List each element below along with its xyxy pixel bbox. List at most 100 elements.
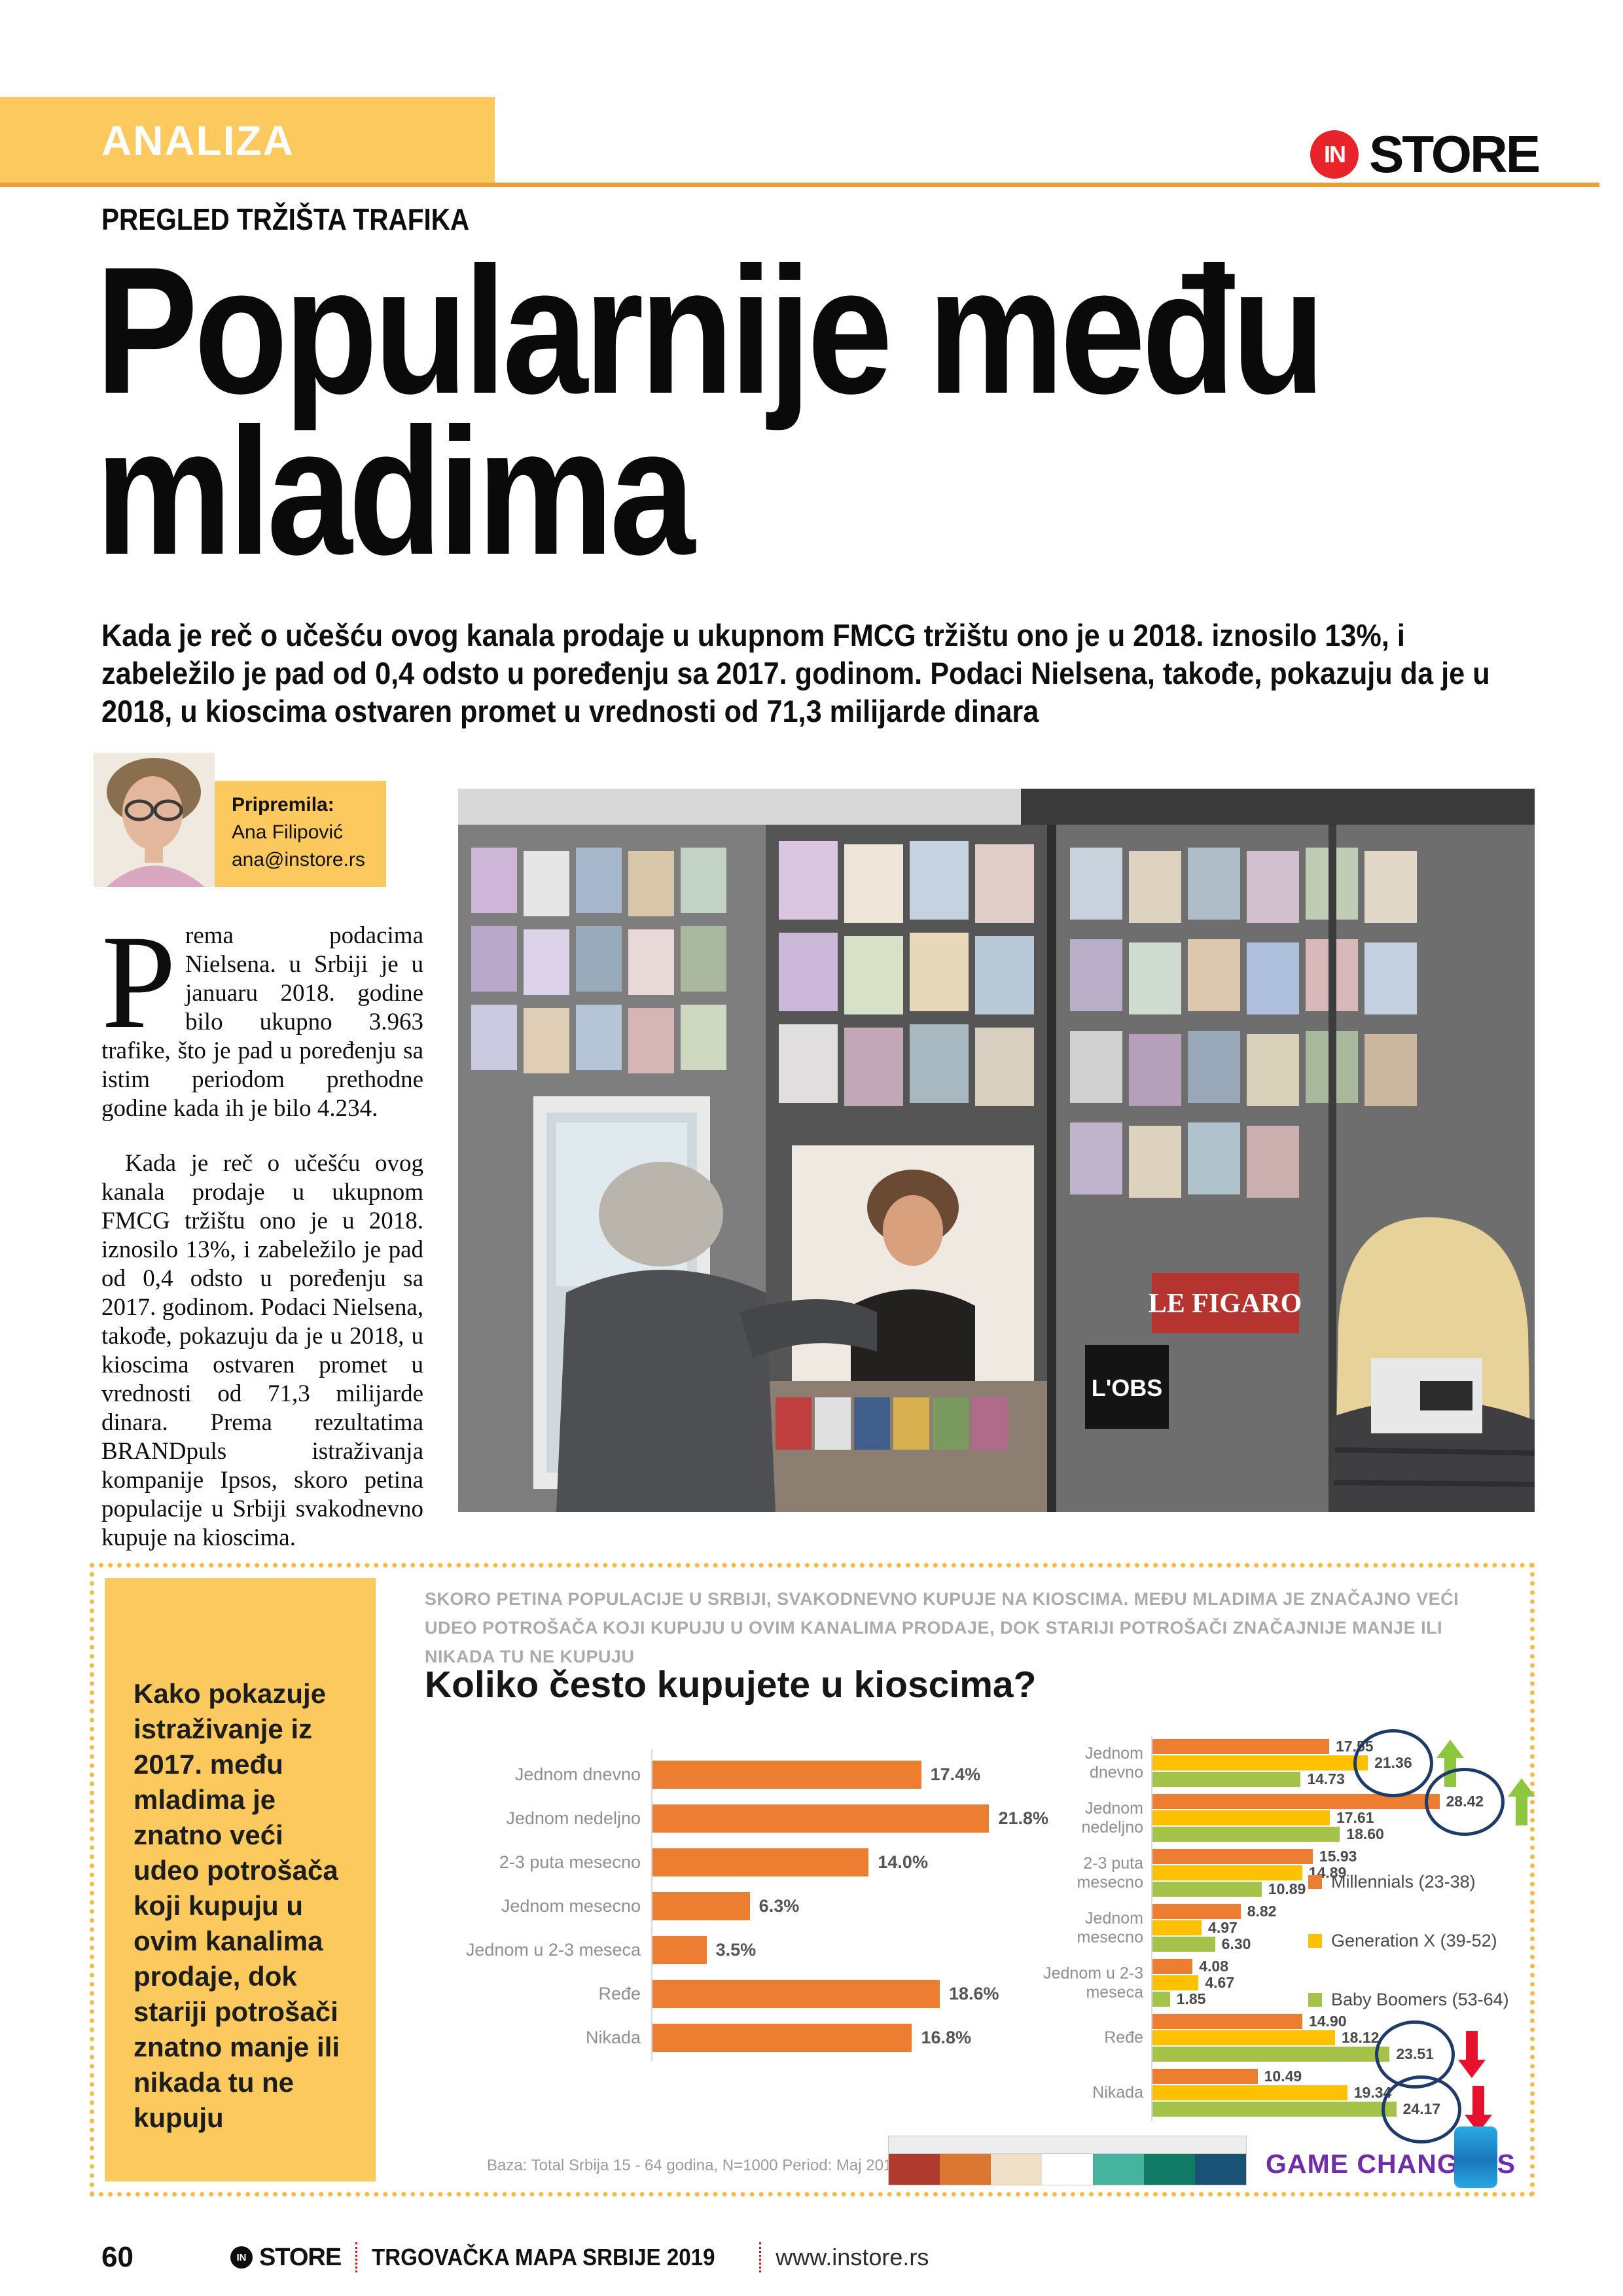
legend-color-swatch xyxy=(1308,1875,1322,1889)
kicker: PREGLED TRŽIŠTA TRAFIKA xyxy=(101,202,470,236)
total-value-label: 21.8% xyxy=(998,1808,1049,1828)
legend-label: Millennials (23-38) xyxy=(1331,1872,1476,1892)
legend-label: Baby Boomers (53-64) xyxy=(1331,1990,1509,2009)
total-bar-row: Jednom mesecno 6.3% xyxy=(425,1884,1079,1928)
series-value-label: 24.17 xyxy=(1382,2075,1493,2144)
series-bar xyxy=(1151,2069,1258,2084)
mini-legend-cell xyxy=(940,2154,991,2185)
series-bar-row: 14.90 xyxy=(1151,2013,1526,2030)
series-bar-row: 19.34 xyxy=(1151,2084,1526,2101)
series-bar-row: 8.82 xyxy=(1151,1903,1526,1920)
series-bar xyxy=(1151,2047,1390,2062)
magazine-title-le-figaro: LE FIGARO xyxy=(1149,1289,1302,1319)
mini-legend-cell xyxy=(889,2154,940,2185)
total-bar-row: Jednom dnevno 17.4% xyxy=(425,1753,1079,1797)
series-bar-row: 24.17 xyxy=(1151,2075,1526,2144)
series-value-label: 18.60 xyxy=(1346,1825,1384,1842)
total-bar-row: Nikada 16.8% xyxy=(425,2016,1079,2060)
series-bar-row: 4.08 xyxy=(1151,1958,1526,1975)
series-value-label: 21.36 xyxy=(1353,1729,1464,1797)
chart-intro: SKORO PETINA POPULACIJE U SRBIJI, SVAKOD… xyxy=(425,1589,1459,1666)
generation-bars: 17.55 21.36 14.73 xyxy=(1151,1729,1526,1797)
series-bar-row: 6.30 xyxy=(1151,1935,1526,1952)
category-label: Nikada xyxy=(585,2028,641,2047)
paragraph-1-text: rema podacima Nielsena. u Srbiji je u ja… xyxy=(101,922,423,1122)
ipsos-logo xyxy=(1454,2126,1497,2188)
total-bar-row: Jednom nedeljno 21.8% xyxy=(425,1797,1079,1840)
total-bar xyxy=(652,1980,940,2008)
up-arrow-icon xyxy=(1507,1777,1537,1827)
series-bar-row: 17.55 xyxy=(1151,1738,1526,1755)
series-value-label: 8.82 xyxy=(1247,1903,1277,1920)
footer-website: www.instore.rs xyxy=(776,2244,929,2270)
total-value-label: 3.5% xyxy=(715,1940,757,1960)
footer-separator xyxy=(759,2242,762,2272)
series-bar-row: 10.89 xyxy=(1151,1880,1526,1897)
series-bar xyxy=(1151,1849,1313,1864)
series-value-label: 15.93 xyxy=(1319,1848,1357,1865)
author-portrait-illustration xyxy=(94,753,215,887)
chart-title: Koliko često kupujete u kioscima? xyxy=(425,1664,1037,1706)
section-band: ANALIZA xyxy=(0,97,495,184)
category-label: Nikada xyxy=(1092,2083,1143,2102)
header-rule xyxy=(0,183,1599,187)
total-bar xyxy=(652,1936,707,1964)
category-label: 2-3 puta mesecno xyxy=(1077,1854,1143,1892)
total-bar-panel: Jednom dnevno 17.4% Jednom nedeljno 21.8% 2-… xyxy=(425,1749,1079,2061)
total-bar-row: Ređe 18.6% xyxy=(425,1972,1079,2016)
generation-bar-group: Jednom nedeljno 28.42 17.61 18.60 xyxy=(1029,1767,1536,1842)
total-bar xyxy=(652,2024,912,2052)
headline: Popularnije među mladima xyxy=(96,230,1325,592)
generation-bar-group: Ređe 14.90 18.12 23.51 xyxy=(1029,2013,1526,2089)
series-bar xyxy=(1151,2102,1397,2117)
mini-legend-cell xyxy=(991,2154,1042,2185)
article-paragraph-2: Kada je reč o učešću ovog kanala prodaje… xyxy=(101,1150,423,1551)
footer-store-text: STORE xyxy=(259,2243,342,2271)
total-bar xyxy=(652,1848,869,1876)
series-bar xyxy=(1151,2030,1335,2045)
chart-legend: Millennials (23-38) Generation X (39-52) B… xyxy=(1308,1872,1509,2010)
generation-bar-group: Jednom mesecno 8.82 4.97 6.30 xyxy=(1029,1903,1526,1952)
series-value-label: 10.89 xyxy=(1268,1880,1306,1897)
category-label: Jednom mesecno xyxy=(501,1896,641,1916)
up-arrow-icon xyxy=(1435,1738,1465,1788)
chart-source: Baza: Total Srbija 15 - 64 godina, N=100… xyxy=(487,2157,906,2174)
series-bar-row: 10.49 xyxy=(1151,2068,1526,2085)
series-bar-row: 4.67 xyxy=(1151,1974,1526,1991)
footer-separator xyxy=(355,2242,358,2272)
generation-bars: 4.08 4.67 1.85 xyxy=(1151,1958,1526,2007)
category-label: 2-3 puta mesecno xyxy=(499,1852,641,1872)
dropcap: P xyxy=(101,922,177,1056)
generation-bar-group: Jednom dnevno 17.55 21.36 14.73 xyxy=(1029,1729,1526,1797)
series-bar xyxy=(1151,1937,1215,1952)
sidebar-note-box: Kako pokazuje istraživanje iz 2017. među… xyxy=(105,1578,376,2181)
mini-legend-cell xyxy=(1144,2154,1195,2185)
series-bar xyxy=(1151,1959,1193,1974)
total-value-label: 18.6% xyxy=(948,1984,999,2003)
magazine-title-lobs: L'OBS xyxy=(1092,1374,1163,1401)
total-value-label: 14.0% xyxy=(878,1852,928,1872)
generation-bars: 28.42 17.61 18.60 xyxy=(1151,1767,1536,1842)
series-bar-row: 1.85 xyxy=(1151,1990,1526,2007)
series-bar-row: 28.42 xyxy=(1151,1767,1536,1836)
mini-legend-cell xyxy=(1093,2154,1144,2185)
series-bar xyxy=(1151,1975,1199,1990)
series-bar xyxy=(1151,1865,1302,1880)
category-label: Jednom u 2-3 meseca xyxy=(1043,1964,1143,2001)
kiosk-photo: LE FIGARO L'OBS xyxy=(458,789,1535,1512)
generation-bar-group: Jednom u 2-3 meseca 4.08 4.67 1.85 xyxy=(1029,1958,1526,2007)
total-value-label: 16.8% xyxy=(921,2028,972,2047)
series-value-label: 4.97 xyxy=(1208,1919,1238,1936)
generation-bar-group: 2-3 puta mesecno 15.93 14.89 10.89 xyxy=(1029,1848,1526,1897)
series-bar xyxy=(1151,1904,1241,1919)
category-label: Jednom dnevno xyxy=(1085,1744,1143,1782)
instore-logo-text: STORE xyxy=(1369,125,1541,183)
series-bar-row: 18.60 xyxy=(1151,1825,1526,1842)
series-value-label: 6.30 xyxy=(1221,1935,1251,1952)
series-value-label: 14.90 xyxy=(1308,2013,1347,2030)
series-value-label: 28.42 xyxy=(1425,1767,1536,1836)
series-bar-row: 14.89 xyxy=(1151,1864,1526,1881)
series-bar-row: 18.12 xyxy=(1151,2029,1526,2046)
series-value-label: 4.08 xyxy=(1199,1958,1228,1975)
